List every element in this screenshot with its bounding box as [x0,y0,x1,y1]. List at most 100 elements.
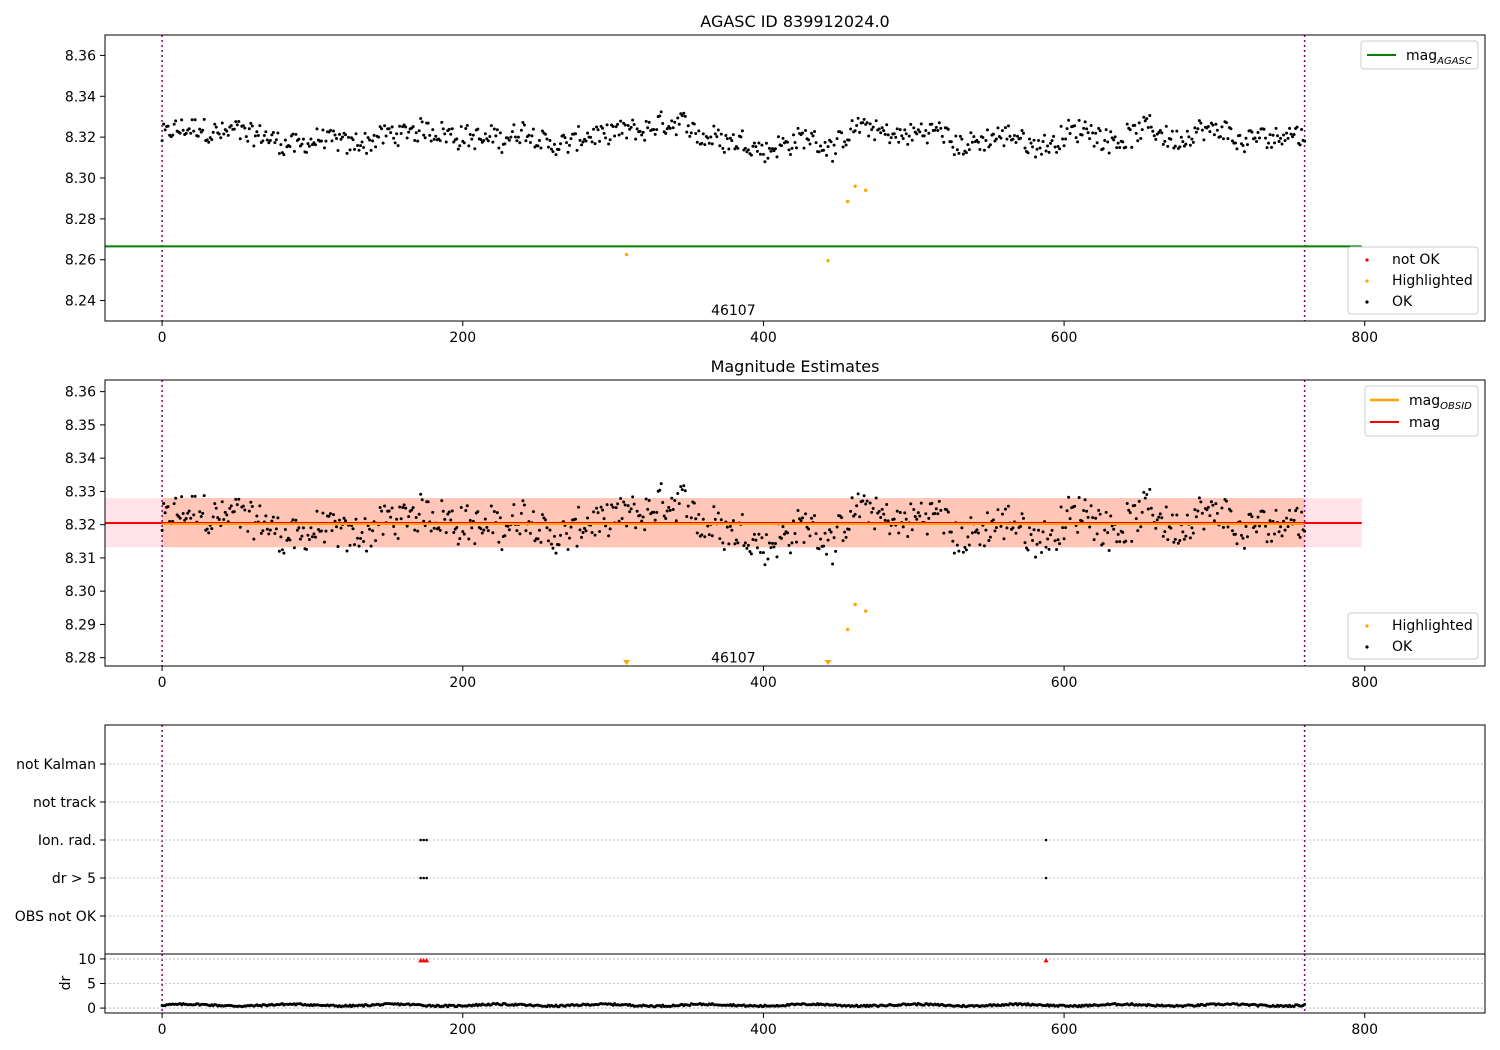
ok-point [752,532,756,536]
ok-point [1224,499,1228,503]
panel-dr-plot [105,954,1485,1013]
ok-point [492,127,496,131]
ok-point [401,506,405,510]
ok-point [417,512,421,516]
ok-point [467,537,471,541]
ok-point [1184,142,1188,146]
ok-point [984,528,988,532]
ok-point [1061,137,1065,141]
ok-point [548,138,552,142]
ok-point [443,132,447,136]
ok-point [1015,134,1019,138]
highlighted-point [863,609,868,613]
ok-point [1160,131,1164,135]
ok-point [1139,525,1143,529]
ok-point [871,125,875,129]
ok-point [942,140,946,144]
ok-point [1146,125,1150,129]
y-tick-label: 0 [87,1001,96,1017]
ok-point [795,540,799,544]
ok-point [870,510,874,514]
ok-point [1137,499,1141,503]
ok-point [1026,151,1030,155]
ok-point [725,137,729,141]
ok-point [404,506,408,510]
x-tick-label: 0 [158,330,167,346]
ok-point [721,146,725,150]
ok-point [858,515,862,519]
ok-point [1283,528,1287,532]
ok-point [667,505,671,509]
ok-point [1021,131,1025,135]
ok-point [344,519,348,523]
ok-point [1170,513,1174,517]
ok-point [1068,131,1072,135]
ok-point [288,145,292,149]
ok-point [631,118,635,122]
ok-point [1258,524,1262,528]
ok-point [952,153,956,157]
panel-agasc-obsid-label: 46107 [711,303,756,319]
ok-point [1206,125,1210,129]
ok-point [1082,508,1086,512]
ok-point [1265,146,1269,150]
ok-point [1297,533,1301,537]
ok-point [1082,126,1086,130]
ok-point [383,124,387,128]
ok-point [225,513,229,517]
ok-point [360,531,364,535]
panel-dr-y-axis: 0 5 10 [78,952,105,1017]
ok-point [925,141,929,145]
ok-point [250,124,254,128]
ok-point [522,123,526,127]
ok-point [1280,142,1284,146]
ok-point [174,496,178,500]
ok-point [1067,495,1071,499]
ok-point [652,510,656,514]
ok-point [333,133,337,137]
ok-point [808,534,812,538]
ok-point [1292,133,1296,137]
ok-point [586,131,590,135]
ok-point [898,510,902,514]
ok-point [728,136,732,140]
ok-point [431,128,435,132]
ok-point [288,538,292,542]
ok-point [1021,516,1025,520]
ok-point [1253,136,1257,140]
ok-point [804,512,808,516]
ok-point [1032,528,1036,532]
ok-point [697,512,701,516]
ok-point [620,131,624,135]
ok-point [883,132,887,136]
ok-point [927,516,931,520]
ok-point [1191,531,1195,535]
ok-point [1264,524,1268,528]
ok-point [752,141,756,145]
ok-point [1065,509,1069,513]
ok-point [276,516,280,520]
ok-point [1103,138,1107,142]
ok-point [178,516,182,520]
ok-point [1163,139,1167,143]
ok-point [489,504,493,508]
below-range-marker [824,660,832,665]
ok-point [554,551,558,555]
ok-point [528,531,532,535]
ok-point [807,527,811,531]
ok-point [324,139,328,143]
ok-point [1199,121,1203,125]
ok-point [1083,498,1087,502]
ok-point [665,127,669,131]
ok-point [1248,512,1252,516]
ok-point [1046,144,1050,148]
ok-point [380,127,384,131]
ok-point [434,134,438,138]
ok-point [991,132,995,136]
ok-point [1164,124,1168,128]
ok-point [563,136,567,140]
ok-point [1202,138,1206,142]
ok-point [825,552,829,556]
ok-point [592,510,596,514]
